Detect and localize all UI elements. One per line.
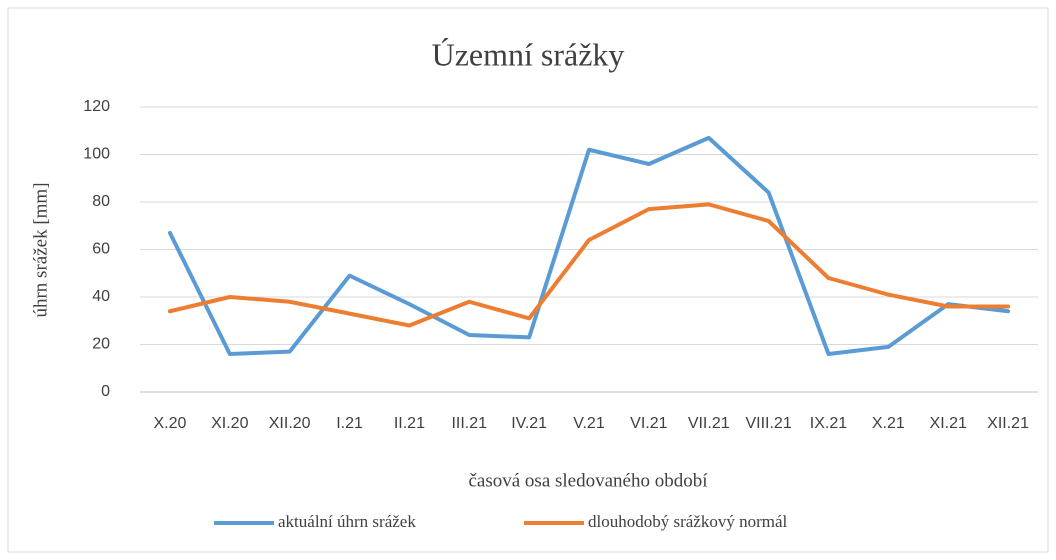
y-tick-label: 100 [83,146,110,163]
y-tick-label: 0 [101,383,110,400]
chart-title: Územní srážky [432,36,625,72]
x-tick-label: II.21 [394,415,425,432]
x-tick-label: VI.21 [630,415,667,432]
legend-label: aktuální úhrn srážek [278,512,416,531]
x-tick-label: VIII.21 [745,415,791,432]
x-tick-label: XII.20 [269,415,311,432]
x-tick-label: V.21 [573,415,605,432]
x-tick-label: IV.21 [511,415,547,432]
x-tick-label: XII.21 [987,415,1029,432]
x-tick-label: VII.21 [688,415,730,432]
x-axis-label: časová osa sledovaného období [468,470,708,491]
y-tick-label: 60 [92,241,110,258]
y-tick-label: 80 [92,193,110,210]
x-tick-label: X.20 [153,415,186,432]
y-tick-label: 120 [83,98,110,115]
x-tick-label: III.21 [451,415,487,432]
y-axis-label: úhrn srážek [mm] [30,182,51,317]
x-tick-label: XI.20 [211,415,248,432]
series-line [167,135,1011,356]
x-tick-label: IX.21 [810,415,847,432]
x-tick-label: I.21 [336,415,363,432]
x-tick-label: X.21 [872,415,905,432]
series-line [167,202,1011,328]
legend-label: dlouhodobý srážkový normál [588,512,788,531]
y-tick-label: 40 [92,288,110,305]
x-tick-label: XI.21 [930,415,967,432]
y-tick-label: 20 [92,336,110,353]
chart-frame [7,7,1049,553]
